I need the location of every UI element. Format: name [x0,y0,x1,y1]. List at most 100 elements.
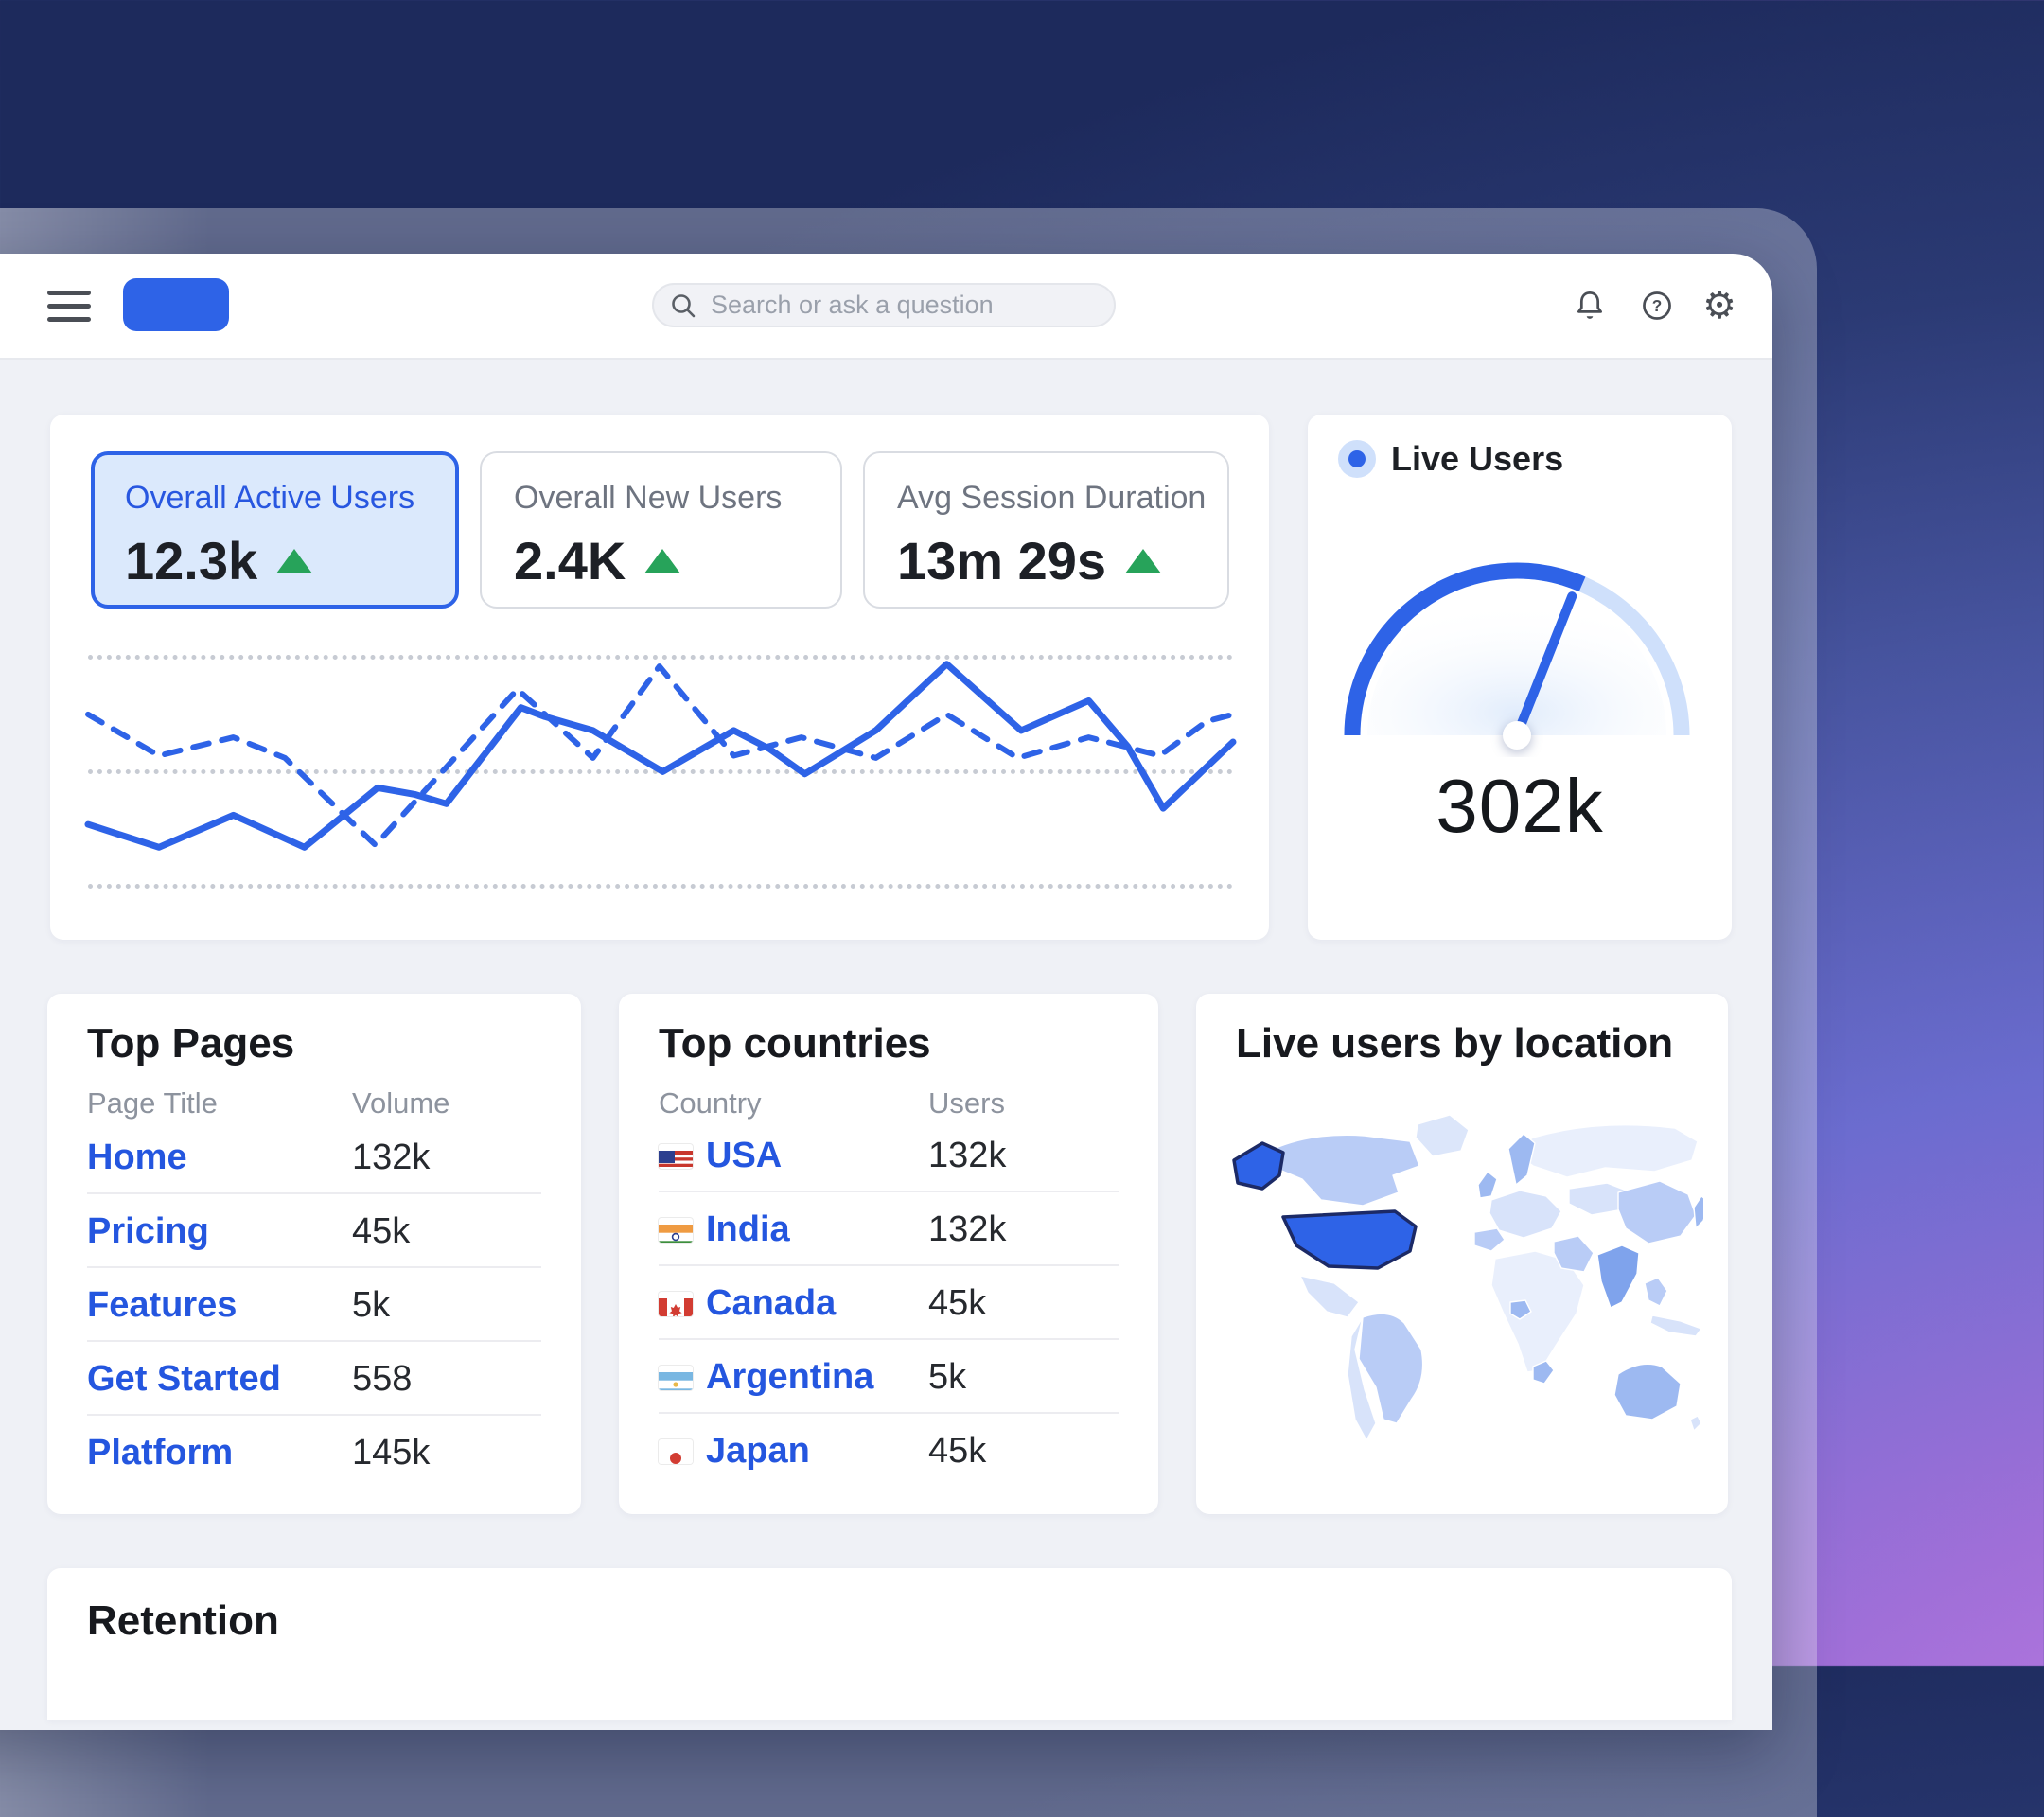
table-row: Get Started [87,1359,281,1400]
map-region-scandinavia [1507,1133,1536,1186]
gauge-glow [1367,586,1666,735]
map-region-usa [1281,1209,1418,1270]
row-divider [659,1412,1119,1414]
row-divider [659,1338,1119,1340]
gauge-needle [1512,591,1577,740]
map-region-saudi [1553,1235,1595,1273]
chart-gridline [88,884,1233,889]
table-row: Features [87,1285,237,1326]
map-region [1689,1415,1702,1432]
live-users-gauge [1344,562,1690,750]
users-trend-chart [84,661,1237,851]
country-link[interactable]: Argentina [706,1357,874,1397]
chart-gridline [88,655,1233,660]
country-link[interactable]: Canada [706,1283,837,1323]
row-divider [659,1264,1119,1266]
table-cell: 558 [352,1359,413,1399]
row-divider [659,1191,1119,1192]
new-users-line [85,663,1236,848]
row-divider [87,1266,541,1268]
search-bar[interactable] [652,283,1116,327]
map-region [1649,1314,1702,1337]
map-region-china [1617,1180,1697,1244]
retention-title: Retention [87,1597,279,1644]
map-region-australia [1613,1363,1682,1420]
map-region-uk [1477,1171,1498,1199]
metric-card-session-duration[interactable]: Avg Session Duration 13m 29s [863,451,1229,609]
metric-label: Overall New Users [514,480,783,516]
map-region-india [1596,1244,1640,1309]
map-region [1273,1134,1420,1207]
metric-card-active-users[interactable]: Overall Active Users 12.3k [91,451,459,609]
metric-value: 13m 29s [897,531,1107,591]
brand-logo[interactable] [123,278,229,331]
row-divider [87,1192,541,1194]
table-cell: 45k [352,1211,411,1251]
gauge-hub [1503,721,1531,750]
table-row: Platform [87,1433,233,1473]
metric-card-new-users[interactable]: Overall New Users 2.4K [480,451,842,609]
metric-value: 2.4K [514,531,626,591]
flag-canada-icon [659,1292,693,1316]
legend-ring [1338,440,1376,478]
map-region [1489,1190,1562,1239]
page-link[interactable]: Home [87,1138,187,1177]
table-cell: 145k [352,1433,431,1473]
table-cell: 45k [928,1283,987,1323]
country-link[interactable]: USA [706,1136,783,1175]
table-row: India [659,1209,790,1250]
table-cell: 5k [352,1285,391,1325]
svg-text:?: ? [1652,296,1663,315]
top-countries-panel: Top countries Country Users USA 132k Ind… [619,994,1158,1514]
map-region-japan [1693,1195,1703,1229]
live-users-legend: Live Users [1338,439,1563,479]
map-region-spain [1473,1227,1506,1252]
table-cell: 132k [352,1138,431,1177]
flag-argentina-icon [659,1366,693,1390]
trend-up-icon [276,548,313,573]
notifications-button[interactable] [1571,287,1609,325]
page-link[interactable]: Get Started [87,1359,281,1399]
map-region-brazil [1358,1313,1424,1424]
map-region-south-africa [1532,1360,1555,1385]
country-link[interactable]: India [706,1209,790,1249]
active-users-line [84,661,1237,851]
search-icon [672,293,696,317]
panel-title: Top Pages [87,1020,295,1067]
legend-dot-icon [1348,450,1366,467]
metric-label: Avg Session Duration [897,480,1207,516]
panel-title: Live users by location [1236,1020,1674,1067]
map-region [1299,1275,1360,1318]
row-divider [87,1414,541,1416]
table-cell: 132k [928,1209,1007,1249]
top-pages-panel: Top Pages Page Title Volume Home 132k Pr… [47,994,581,1514]
column-header: Volume [352,1086,450,1120]
help-button[interactable]: ? [1638,287,1676,325]
table-row: Pricing [87,1211,209,1252]
table-cell: 132k [928,1136,1007,1175]
metric-label: Overall Active Users [125,480,415,516]
page-link[interactable]: Pricing [87,1211,209,1251]
map-region [1347,1316,1377,1441]
gear-icon: ⚙ [1702,285,1736,326]
row-divider [87,1340,541,1342]
map-region [1644,1277,1668,1307]
table-row: Japan [659,1431,810,1472]
bell-icon [1577,291,1603,319]
retention-panel [47,1568,1732,1720]
flag-usa-icon [659,1144,693,1169]
map-region [1511,1123,1699,1178]
search-input[interactable] [709,290,1099,321]
hamburger-menu-icon[interactable] [47,291,91,326]
table-row: Canada [659,1283,836,1324]
flag-japan-icon [659,1439,693,1464]
page-link[interactable]: Platform [87,1433,234,1473]
column-header: Page Title [87,1086,218,1120]
table-row: USA [659,1136,782,1176]
settings-button[interactable]: ⚙ [1700,287,1738,325]
country-link[interactable]: Japan [706,1431,810,1471]
column-header: Users [928,1086,1005,1120]
table-row: Argentina [659,1357,873,1398]
map-region [1415,1114,1470,1157]
page-link[interactable]: Features [87,1285,238,1325]
